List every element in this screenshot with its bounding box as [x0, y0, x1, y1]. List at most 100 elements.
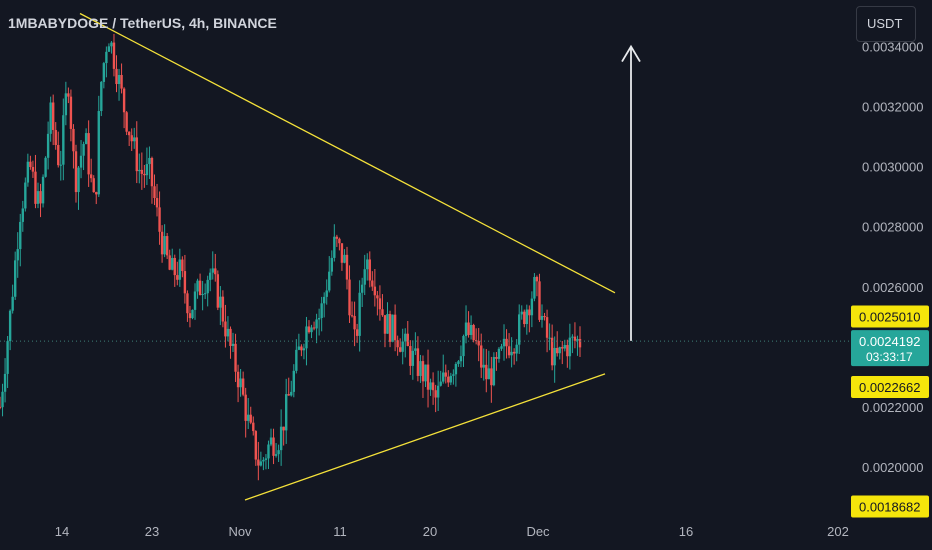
x-tick-label: 20	[423, 524, 437, 539]
candle-body	[540, 315, 544, 320]
candle-body	[388, 313, 392, 342]
candle-body	[454, 363, 458, 375]
candle-body	[558, 347, 561, 354]
candle-body	[264, 458, 268, 460]
candle-body	[178, 259, 182, 280]
candle-body	[507, 346, 511, 356]
candle-body	[198, 280, 202, 295]
candle-body	[548, 337, 551, 339]
candle-body	[221, 296, 225, 322]
countdown-label: 03:33:17	[866, 350, 913, 364]
candle-body	[84, 133, 88, 144]
candle-body	[480, 345, 483, 368]
trendline[interactable]	[79, 12, 616, 294]
candle-body	[485, 364, 488, 380]
price-badge-label: 0.0024192	[859, 334, 920, 349]
candle-body	[444, 372, 447, 377]
price-badge	[851, 330, 929, 367]
y-tick-label: 0.0032000	[862, 100, 923, 115]
candle-body	[236, 371, 240, 388]
candle-body	[247, 414, 250, 421]
candle-body	[518, 314, 521, 345]
x-tick-label: 11	[333, 524, 347, 539]
candle-body	[561, 347, 564, 349]
candle-body	[211, 268, 214, 273]
candle-body	[231, 343, 235, 347]
candle-body	[426, 364, 430, 390]
candle-body	[563, 345, 567, 349]
candle-body	[252, 422, 255, 432]
candle-body	[277, 450, 280, 455]
candle-body	[62, 115, 65, 165]
candle-body	[464, 322, 468, 337]
candle-body	[530, 298, 534, 316]
plot-area[interactable]	[0, 12, 850, 501]
candle-body	[110, 42, 113, 47]
candle-body	[254, 431, 258, 460]
candle-body	[285, 394, 288, 431]
x-tick-label: Nov	[228, 524, 252, 539]
price-badge-label: 0.0018682	[859, 500, 920, 515]
candle-body	[36, 191, 40, 204]
candle-body	[77, 167, 80, 193]
candle-body	[168, 255, 171, 270]
candle-body	[533, 276, 536, 299]
candle-body	[181, 259, 184, 272]
candle-body	[59, 164, 62, 166]
candle-body	[138, 169, 141, 172]
candle-body	[165, 236, 169, 256]
candle-body	[322, 296, 326, 304]
candle-body	[512, 351, 516, 354]
candle-body	[457, 361, 460, 364]
candle-body	[206, 279, 209, 294]
candle-body	[510, 351, 513, 356]
candle-body	[300, 346, 303, 351]
candle-body	[171, 257, 174, 270]
candle-body	[348, 279, 351, 316]
candle-body	[282, 426, 285, 431]
candle-body	[209, 272, 212, 280]
candle-body	[431, 382, 435, 391]
candle-body	[467, 322, 470, 335]
candle-body	[160, 231, 164, 255]
candle-body	[46, 133, 50, 158]
candle-body	[363, 269, 366, 285]
candle-body	[143, 173, 146, 176]
candle-body	[127, 131, 131, 136]
chart-title: 1MBABYDOGE / TetherUS, 4h, BINANCE	[8, 15, 277, 31]
trendline[interactable]	[244, 373, 606, 501]
candle-body	[82, 143, 85, 156]
candle-body	[566, 345, 569, 357]
currency-button[interactable]: USDT	[856, 6, 916, 42]
candle-body	[49, 102, 52, 134]
candle-body	[436, 385, 440, 398]
candle-body	[360, 284, 364, 293]
candle-body	[100, 81, 103, 112]
candle-body	[21, 208, 24, 222]
candle-body	[44, 157, 47, 177]
candle-body	[262, 459, 265, 462]
candle-body	[538, 281, 541, 320]
candle-body	[6, 341, 9, 374]
candle-body	[307, 326, 311, 333]
candle-body	[325, 290, 328, 297]
candle-body	[571, 336, 574, 338]
y-tick-label: 0.0022000	[862, 400, 923, 415]
x-tick-label: 23	[145, 524, 159, 539]
price-badge	[851, 376, 929, 399]
candle-body	[196, 280, 199, 292]
candle-body	[191, 309, 194, 319]
candle-body	[203, 293, 207, 295]
candle-body	[421, 361, 425, 382]
price-badge-label: 0.0022662	[859, 380, 920, 395]
candle-body	[528, 309, 531, 316]
candle-body	[449, 375, 453, 383]
candle-body	[229, 328, 232, 347]
candle-body	[340, 243, 344, 263]
candle-body	[92, 178, 95, 193]
candle-body	[188, 313, 192, 319]
candle-body	[8, 310, 12, 342]
candle-body	[434, 390, 437, 398]
candle-body	[523, 311, 526, 325]
